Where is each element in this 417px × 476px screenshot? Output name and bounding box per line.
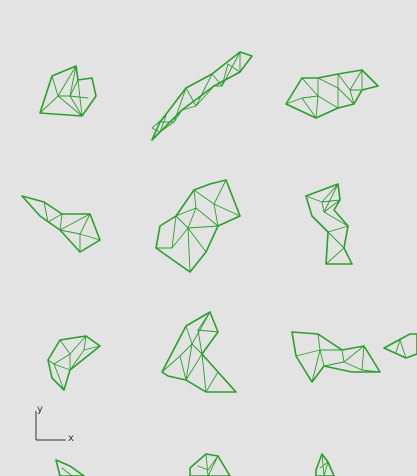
mesh-3[interactable] [285,69,379,119]
mesh-10-edges [395,339,407,359]
mesh-9-outline [291,331,381,383]
mesh-13-edges [319,453,329,476]
mesh-9-edges [295,333,381,383]
mesh-10[interactable] [383,333,417,359]
mesh-3-edges [285,69,363,119]
mesh-8[interactable] [161,311,237,393]
mesh-11-edges [61,467,73,476]
mesh-5-edges [155,179,241,273]
mesh-5-outline [155,179,241,273]
mesh-2-edges [151,51,241,133]
mesh-12-edges [197,453,219,476]
mesh-4[interactable] [21,195,101,253]
mesh-5[interactable] [155,179,241,273]
mesh-13[interactable] [315,453,335,476]
mesh-6[interactable] [305,183,353,265]
mesh-11[interactable] [55,459,85,476]
mesh-12-outline [189,453,231,476]
mesh-1[interactable] [39,65,97,117]
mesh-11-outline [55,459,85,476]
mesh-8-outline [161,311,237,393]
mesh-7[interactable] [47,335,101,391]
mesh-9[interactable] [291,331,381,383]
axis-indicator [35,411,66,441]
mesh-8-edges [161,311,219,393]
mesh-7-edges [47,335,101,391]
mesh-1-outline [39,65,97,117]
mesh-10-outline [383,333,417,359]
x-axis-label: x [68,433,74,444]
mesh-2-outline [151,51,253,141]
mesh-4-edges [39,201,101,253]
mesh-12[interactable] [189,453,231,476]
mesh-2[interactable] [151,51,253,141]
mesh-1-edges [39,65,89,117]
mesh-6-edges [305,183,353,265]
mesh-3-outline [285,69,379,119]
mesh-13-outline [315,453,335,476]
mesh-7-outline [47,335,101,391]
y-axis-label: y [37,404,43,415]
